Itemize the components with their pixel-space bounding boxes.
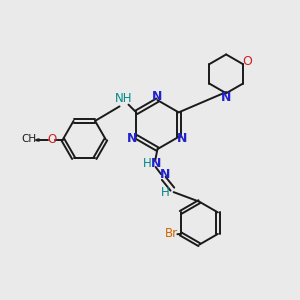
Text: O: O — [47, 133, 56, 146]
Text: N: N — [160, 168, 170, 181]
Text: N: N — [127, 132, 138, 145]
Text: H: H — [143, 157, 152, 169]
Text: O: O — [242, 55, 252, 68]
Text: NH: NH — [115, 92, 132, 105]
Text: N: N — [177, 132, 188, 145]
Text: Br: Br — [164, 227, 178, 240]
Text: CH₃: CH₃ — [21, 134, 40, 144]
Text: H: H — [161, 186, 170, 199]
Text: N: N — [221, 91, 231, 104]
Text: N: N — [152, 90, 163, 103]
Text: N: N — [151, 157, 161, 169]
